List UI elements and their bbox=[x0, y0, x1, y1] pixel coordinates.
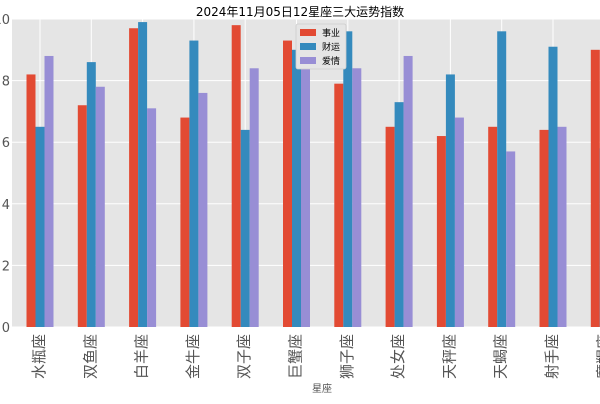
bar bbox=[45, 56, 54, 327]
x-tick-label: 双子座 bbox=[235, 334, 253, 379]
x-tick-label: 巨蟹座 bbox=[287, 334, 305, 379]
x-tick-label: 摩羯座 bbox=[594, 334, 600, 379]
x-tick-label: 射手座 bbox=[543, 334, 561, 379]
y-tick-label: 0 bbox=[2, 321, 10, 336]
bar bbox=[506, 151, 515, 327]
bar bbox=[283, 41, 292, 327]
legend-label: 爱情 bbox=[322, 55, 340, 67]
y-axis-ticks: 0 2 4 6 8 10 bbox=[0, 13, 10, 336]
bar bbox=[352, 68, 361, 327]
bar bbox=[301, 50, 310, 327]
bar bbox=[27, 74, 36, 327]
x-axis-label: 星座 bbox=[312, 382, 332, 395]
legend-label: 财运 bbox=[322, 41, 340, 53]
bar bbox=[591, 50, 600, 327]
bar bbox=[395, 102, 404, 327]
bar bbox=[497, 31, 506, 327]
bar bbox=[129, 28, 138, 327]
x-tick-label: 双鱼座 bbox=[81, 334, 99, 379]
bar bbox=[343, 31, 352, 327]
legend-swatch bbox=[300, 57, 316, 64]
bar bbox=[334, 84, 343, 327]
bar bbox=[96, 87, 105, 327]
bar bbox=[455, 118, 464, 327]
bar bbox=[549, 47, 558, 327]
bar bbox=[386, 127, 395, 327]
bar bbox=[189, 41, 198, 327]
bar bbox=[292, 50, 301, 327]
chart-title: 2024年11月05日12星座三大运势指数 bbox=[196, 4, 404, 19]
bar bbox=[78, 105, 87, 327]
bar bbox=[232, 25, 241, 327]
x-tick-label: 处女座 bbox=[389, 334, 407, 379]
x-tick-label: 狮子座 bbox=[338, 334, 356, 379]
bar bbox=[180, 118, 189, 327]
bar bbox=[404, 56, 413, 327]
x-tick-label: 天蝎座 bbox=[492, 334, 510, 379]
bar bbox=[36, 127, 45, 327]
y-tick-label: 10 bbox=[0, 13, 10, 28]
bar bbox=[241, 130, 250, 327]
bar bbox=[558, 127, 567, 327]
bar bbox=[250, 68, 259, 327]
bar bbox=[87, 62, 96, 327]
bar bbox=[540, 130, 549, 327]
x-axis-ticks: 水瓶座 双鱼座 白羊座 金牛座 双子座 巨蟹座 狮子座 处女座 天秤座 天蝎座 射手座 摩羯座 bbox=[30, 334, 600, 379]
bar bbox=[198, 93, 207, 327]
bar bbox=[488, 127, 497, 327]
x-tick-label: 白羊座 bbox=[133, 334, 151, 379]
y-tick-label: 4 bbox=[2, 198, 10, 213]
legend-swatch bbox=[300, 29, 316, 36]
bar bbox=[147, 108, 156, 327]
legend-label: 事业 bbox=[322, 27, 340, 39]
legend-swatch bbox=[300, 43, 316, 50]
bar bbox=[446, 74, 455, 327]
y-tick-label: 8 bbox=[2, 75, 10, 90]
x-tick-label: 水瓶座 bbox=[30, 334, 48, 379]
y-tick-label: 2 bbox=[2, 259, 10, 274]
y-tick-label: 6 bbox=[2, 136, 10, 151]
x-tick-label: 金牛座 bbox=[184, 334, 202, 379]
bar bbox=[437, 136, 446, 327]
x-tick-label: 天秤座 bbox=[440, 334, 458, 379]
bar bbox=[138, 22, 147, 327]
